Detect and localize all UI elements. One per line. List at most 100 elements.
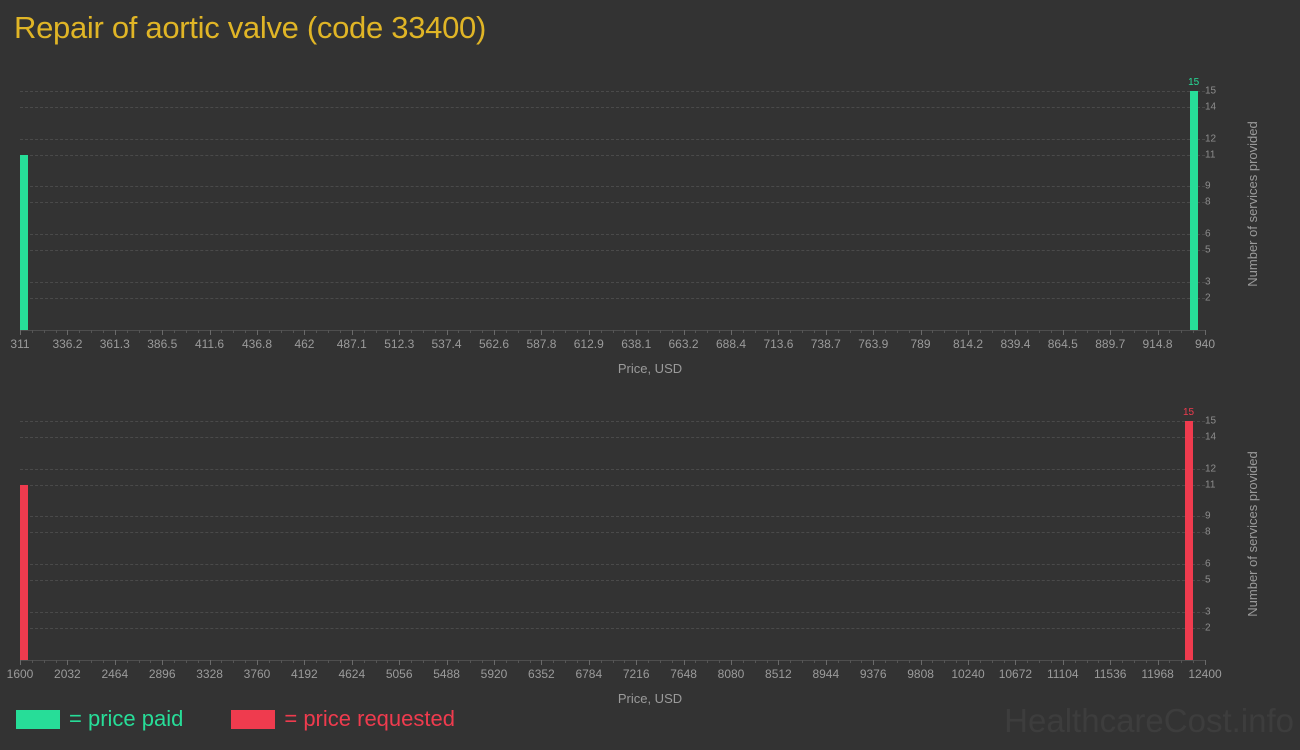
x-tick-minor (861, 660, 863, 663)
x-tick-label: 2896 (148, 667, 176, 681)
x-tick-label: 8944 (812, 667, 840, 681)
x-tick-minor (43, 330, 45, 333)
x-tick-label: 587.8 (526, 337, 557, 351)
y-tick-label: 3 (1205, 276, 1211, 288)
x-tick-minor (375, 330, 377, 333)
x-tick-minor (719, 660, 721, 663)
x-tick-label: 7648 (670, 667, 697, 681)
gridline (20, 202, 1205, 204)
x-tick-minor (245, 660, 247, 663)
y-tick-label: 14 (1205, 431, 1217, 443)
x-tick-label: 663.2 (668, 337, 699, 351)
x-tick-minor (802, 330, 804, 333)
x-tick (1205, 660, 1206, 665)
y-tick-label: 12 (1205, 133, 1217, 145)
x-tick (304, 660, 306, 665)
x-tick (114, 660, 116, 665)
x-tick (67, 330, 69, 335)
x-tick-minor (328, 330, 330, 333)
x-tick-minor (482, 660, 484, 663)
x-tick-minor (422, 660, 424, 663)
gridline (20, 138, 1205, 140)
x-tick-minor (185, 660, 187, 663)
x-tick-minor (624, 660, 626, 663)
x-tick-minor (813, 330, 815, 333)
x-tick-minor (1039, 660, 1041, 663)
x-tick-minor (956, 660, 958, 663)
y-tick-label: 15 (1205, 415, 1217, 427)
x-tick (257, 330, 258, 335)
x-tick-minor (991, 330, 993, 333)
x-tick-minor (375, 660, 377, 663)
x-tick-label: 487.1 (336, 337, 367, 351)
x-tick-minor (813, 660, 815, 663)
x-tick-minor (529, 330, 531, 333)
x-tick-minor (648, 330, 650, 333)
x-tick-label: 814.2 (952, 337, 984, 351)
y-tick-label: 8 (1205, 526, 1211, 538)
gridline (20, 298, 1205, 300)
x-tick-label: 6352 (528, 667, 555, 681)
x-axis-price-requested: 1600 2032 2464 2896 3328 3760 4192 4624 5056 5488… (7, 660, 1222, 681)
x-tick-minor (387, 330, 389, 333)
x-tick-minor (55, 660, 57, 663)
x-tick-minor (1193, 330, 1195, 333)
legend-label-price-paid: = price paid (69, 706, 184, 731)
x-tick-minor (1098, 330, 1100, 333)
x-tick-minor (766, 660, 768, 663)
x-tick-minor (31, 660, 33, 663)
x-tick-minor (1050, 660, 1052, 663)
bar-paid (20, 154, 28, 330)
watermark: HealthcareCost.info (1004, 702, 1294, 739)
x-tick-minor (1074, 660, 1076, 663)
y-tick-label: 6 (1205, 228, 1211, 240)
y-tick-label: 12 (1205, 463, 1217, 475)
x-tick-minor (482, 330, 484, 333)
x-tick-minor (316, 330, 318, 333)
x-tick-minor (458, 330, 460, 333)
x-tick-label: 3328 (196, 667, 223, 681)
x-tick-minor (944, 330, 946, 333)
x-tick-minor (719, 330, 721, 333)
y-axis-labels-price-paid: 15 14 12 11 9 8 6 5 3 2 (1205, 78, 1235, 330)
x-tick-label: 738.7 (810, 337, 841, 351)
x-tick-minor (1145, 330, 1147, 333)
x-tick-minor (434, 660, 436, 663)
x-tick-minor (979, 330, 981, 333)
x-tick (968, 330, 969, 335)
x-tick-label: 311 (10, 337, 30, 351)
x-tick-minor (150, 330, 152, 333)
y-tick-label: 9 (1205, 510, 1211, 522)
x-tick (825, 660, 827, 665)
y-axis-title-price-paid: Number of services provided (1245, 121, 1260, 287)
x-tick-minor (292, 330, 294, 333)
x-tick-minor (1074, 330, 1076, 333)
x-tick (209, 660, 211, 665)
y-tick-label: 5 (1205, 574, 1211, 586)
x-tick-minor (1003, 660, 1005, 663)
x-tick-minor (150, 660, 152, 663)
chart-panel-price-paid: 15 311 336.2 361.3 386.5 411.6 436.8 462 487.1 5… (0, 60, 1300, 380)
x-tick-minor (896, 330, 898, 333)
x-tick-minor (126, 660, 128, 663)
x-tick (304, 330, 306, 335)
x-tick-minor (422, 330, 424, 333)
legend-swatch-paid-icon (16, 709, 60, 729)
gridline (20, 186, 1205, 188)
x-tick-minor (517, 660, 519, 663)
gridline (20, 90, 1205, 92)
gridline (20, 580, 1205, 582)
x-tick-minor (138, 660, 140, 663)
x-tick-minor (1169, 330, 1171, 333)
x-tick-minor (91, 660, 93, 663)
x-axis-price-paid: 311 336.2 361.3 386.5 411.6 436.8 462 487.1 512.… (10, 330, 1215, 351)
x-tick (20, 330, 21, 335)
bar-requested (20, 484, 28, 660)
y-tick-label: 6 (1205, 558, 1211, 570)
x-tick-minor (292, 660, 294, 663)
legend-item-price-requested: = price requested (231, 706, 455, 732)
y-tick-label: 3 (1205, 606, 1211, 618)
y-tick-label: 11 (1205, 149, 1216, 161)
x-tick-minor (268, 660, 270, 663)
x-tick-minor (268, 330, 270, 333)
